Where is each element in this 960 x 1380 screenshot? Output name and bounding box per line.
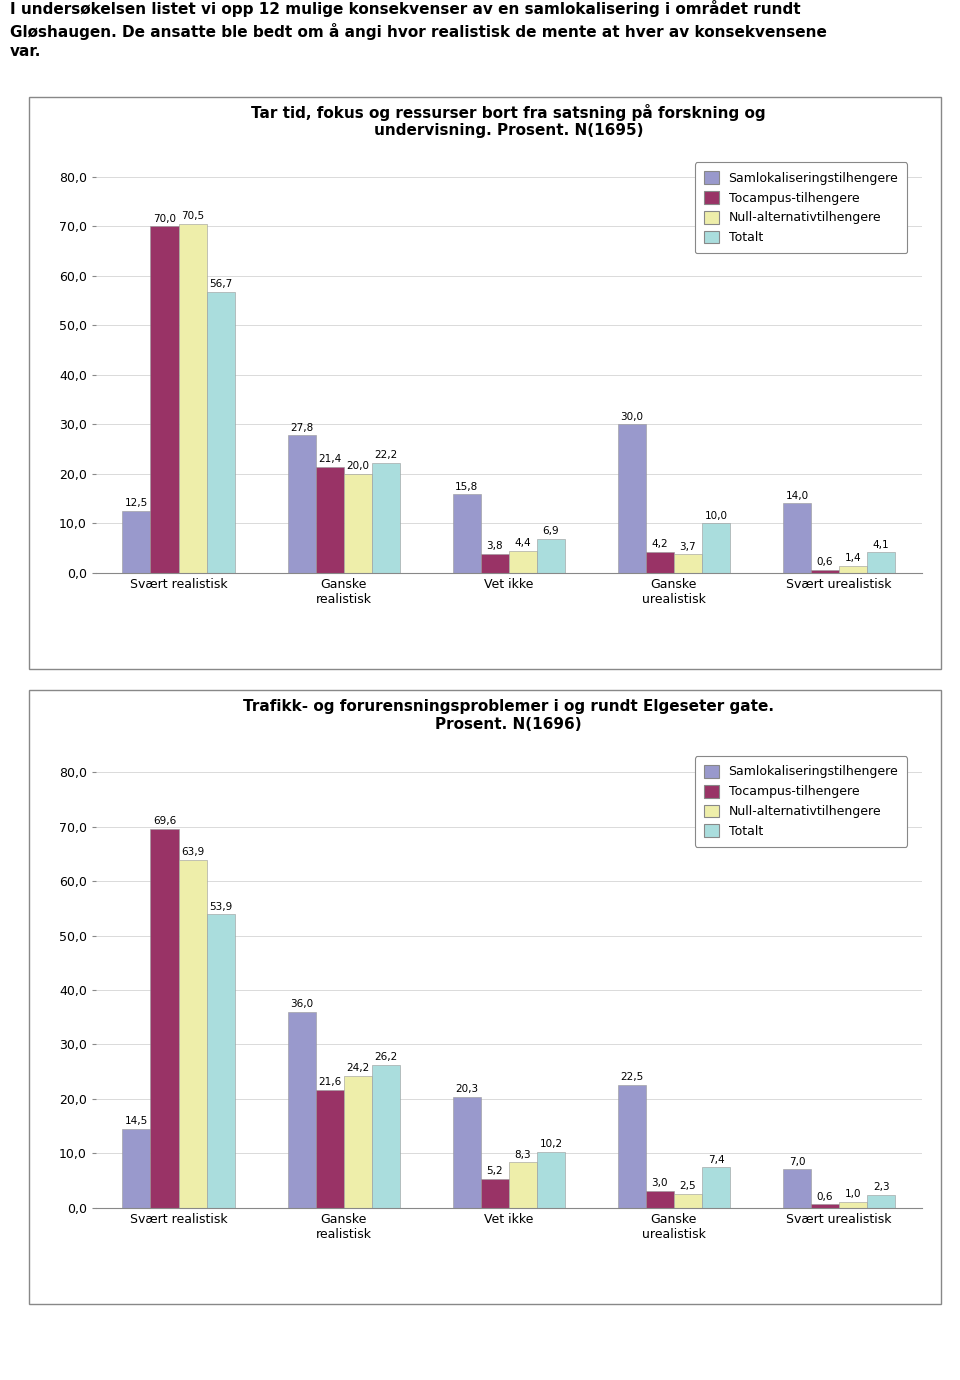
Bar [372, 1065, 399, 1208]
Text: 6,9: 6,9 [542, 526, 560, 535]
Text: 27,8: 27,8 [290, 422, 313, 432]
Text: 56,7: 56,7 [209, 280, 232, 290]
Bar [316, 1090, 344, 1208]
Text: 2,3: 2,3 [873, 1183, 890, 1192]
Text: 36,0: 36,0 [290, 999, 313, 1009]
Bar [288, 1012, 316, 1208]
Text: 3,8: 3,8 [487, 541, 503, 552]
Text: 70,0: 70,0 [153, 214, 176, 224]
Text: 8,3: 8,3 [515, 1150, 531, 1159]
Title: Tar tid, fokus og ressurser bort fra satsning på forskning og
undervisning. Pros: Tar tid, fokus og ressurser bort fra sat… [252, 104, 766, 138]
Bar [646, 552, 674, 573]
Text: 24,2: 24,2 [347, 1063, 370, 1074]
Bar [453, 494, 481, 573]
Text: 70,5: 70,5 [181, 211, 204, 221]
Text: 14,0: 14,0 [785, 491, 808, 501]
Bar [867, 552, 895, 573]
Legend: Samlokaliseringstilhengere, Tocampus-tilhengere, Null-alternativtilhengere, Tota: Samlokaliseringstilhengere, Tocampus-til… [695, 756, 907, 847]
Text: 0,6: 0,6 [817, 1191, 833, 1202]
Bar [811, 570, 839, 573]
Bar [783, 504, 811, 573]
Text: 3,7: 3,7 [680, 542, 696, 552]
Bar [344, 1076, 372, 1208]
Text: 3,0: 3,0 [652, 1179, 668, 1188]
Text: 4,2: 4,2 [652, 540, 668, 549]
Bar [839, 1202, 867, 1208]
Text: 15,8: 15,8 [455, 482, 478, 493]
Bar [316, 466, 344, 573]
Bar [206, 293, 234, 573]
Text: 21,6: 21,6 [318, 1078, 341, 1087]
Text: 1,4: 1,4 [845, 553, 861, 563]
Bar [151, 226, 179, 573]
Bar [509, 551, 537, 573]
Text: I undersøkelsen listet vi opp 12 mulige konsekvenser av en samlokalisering i omr: I undersøkelsen listet vi opp 12 mulige … [10, 0, 827, 59]
Text: 4,4: 4,4 [515, 538, 531, 548]
Text: 22,2: 22,2 [374, 450, 397, 461]
Text: 2,5: 2,5 [680, 1181, 696, 1191]
Text: 12,5: 12,5 [125, 498, 148, 508]
Bar [618, 1085, 646, 1208]
Bar [537, 538, 564, 573]
Text: 63,9: 63,9 [181, 847, 204, 857]
Bar [372, 462, 399, 573]
Text: 10,2: 10,2 [540, 1140, 563, 1150]
Text: 10,0: 10,0 [705, 511, 728, 520]
Bar [344, 473, 372, 573]
Text: 21,4: 21,4 [318, 454, 341, 464]
Bar [783, 1169, 811, 1208]
Text: 7,0: 7,0 [789, 1156, 805, 1166]
Bar [646, 1191, 674, 1208]
Text: 0,6: 0,6 [817, 558, 833, 567]
Text: 7,4: 7,4 [708, 1155, 725, 1165]
Bar [867, 1195, 895, 1208]
Bar [481, 1180, 509, 1208]
Bar [453, 1097, 481, 1208]
Text: 4,1: 4,1 [873, 540, 890, 549]
Legend: Samlokaliseringstilhengere, Tocampus-tilhengere, Null-alternativtilhengere, Tota: Samlokaliseringstilhengere, Tocampus-til… [695, 163, 907, 253]
Bar [179, 224, 206, 573]
Title: Trafikk- og forurensningsproblemer i og rundt Elgeseter gate.
Prosent. N(1696): Trafikk- og forurensningsproblemer i og … [243, 700, 775, 731]
Bar [674, 1194, 702, 1208]
Text: 53,9: 53,9 [209, 901, 232, 912]
Bar [481, 553, 509, 573]
Bar [618, 424, 646, 573]
Bar [537, 1152, 564, 1208]
Text: 30,0: 30,0 [620, 411, 643, 422]
Text: 14,5: 14,5 [125, 1116, 148, 1126]
Text: 20,3: 20,3 [455, 1085, 478, 1094]
Text: 69,6: 69,6 [153, 816, 176, 827]
Text: 20,0: 20,0 [347, 461, 370, 471]
Text: 1,0: 1,0 [845, 1190, 861, 1199]
Text: 5,2: 5,2 [487, 1166, 503, 1177]
Text: 22,5: 22,5 [620, 1072, 643, 1082]
Bar [811, 1205, 839, 1208]
Bar [509, 1162, 537, 1208]
Bar [206, 915, 234, 1208]
Bar [839, 566, 867, 573]
Bar [674, 555, 702, 573]
Bar [702, 523, 730, 573]
Bar [123, 1129, 151, 1208]
Bar [123, 511, 151, 573]
Bar [151, 829, 179, 1208]
Bar [179, 860, 206, 1208]
Text: 26,2: 26,2 [374, 1053, 397, 1063]
Bar [702, 1167, 730, 1208]
Bar [288, 435, 316, 573]
